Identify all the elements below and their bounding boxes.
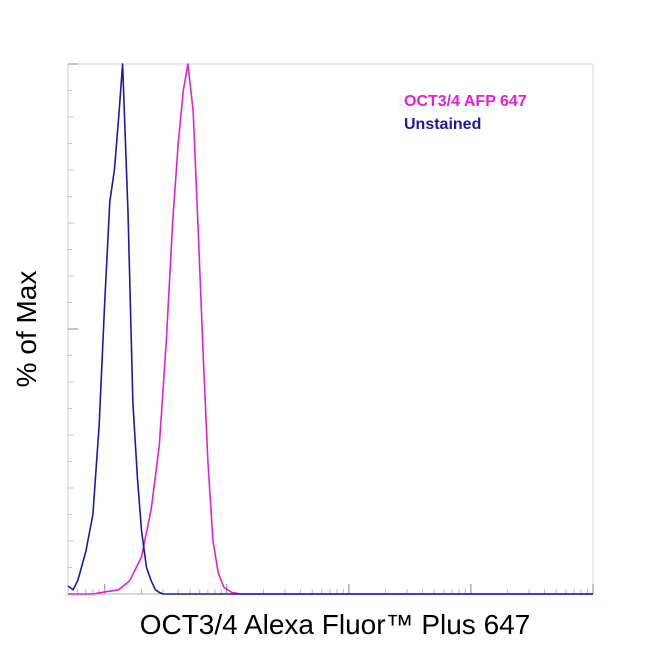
legend-entry-unstained: Unstained (404, 116, 481, 133)
y-axis-ticks (68, 63, 78, 595)
x-axis-label: OCT3/4 Alexa Fluor™ Plus 647 (140, 609, 531, 640)
series-line-oct34 (68, 63, 593, 595)
plot-frame (67, 63, 594, 595)
series-layer (67, 63, 593, 595)
legend-entry-oct34: OCT3/4 AFP 647 (404, 93, 527, 110)
series-line-unstained (67, 63, 593, 595)
y-axis-label: % of Max (11, 271, 42, 388)
x-axis-ticks (67, 584, 594, 594)
